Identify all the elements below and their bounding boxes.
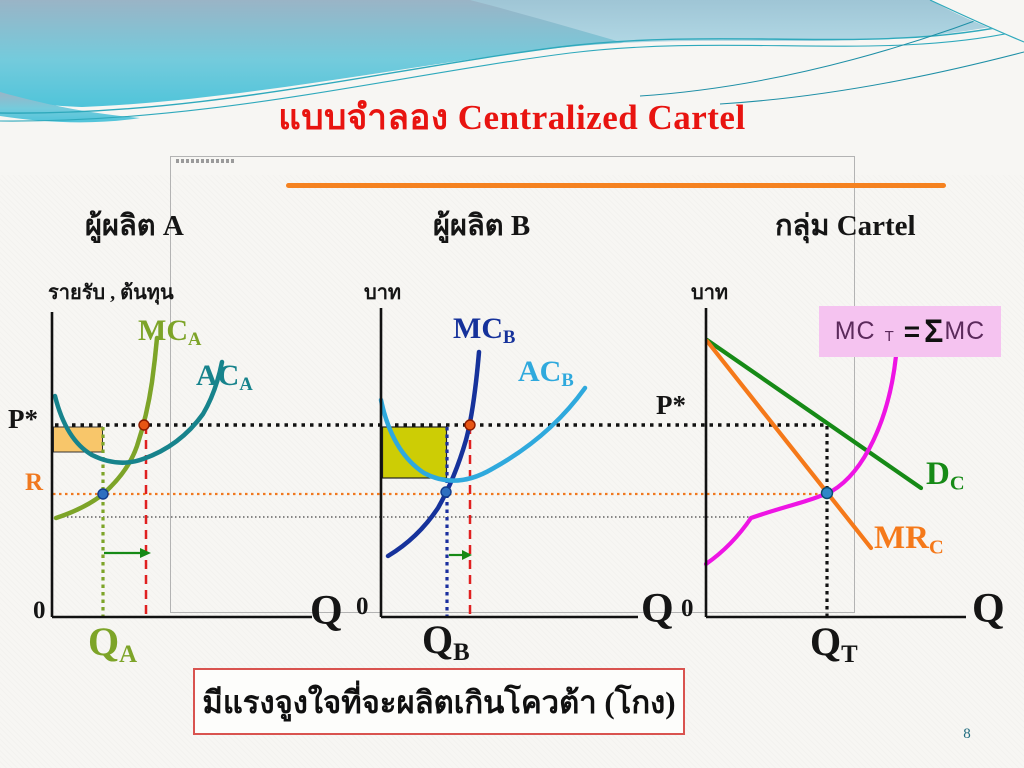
mc-b-label-main: MC — [453, 312, 503, 345]
mr-c-label: MRC — [874, 522, 944, 558]
mct-mc1-text: MC — [834, 317, 876, 345]
wave-corner-line — [929, 0, 1024, 43]
mc-b-label: MCB — [453, 314, 515, 348]
qa-label: QA — [88, 622, 137, 668]
pstar-label-left: P* — [8, 404, 38, 434]
page-number: 8 — [963, 726, 971, 742]
wave-corner-white — [930, 0, 1024, 40]
mc-b-label-sub: B — [502, 327, 516, 349]
note-text: มีแรงจูงใจที่จะผลิตเกินโควต้า (โกง) — [202, 684, 676, 720]
profit-rect-a — [53, 426, 103, 453]
panel-a-origin: 0 — [33, 597, 46, 624]
qt-label-sub: T — [841, 640, 858, 668]
dc-label-main: D — [926, 456, 950, 492]
mc-a-curve — [53, 335, 160, 521]
panel-a-q-axis-label: Q — [310, 588, 343, 634]
mr-label-sub: C — [928, 536, 944, 559]
ac-a-label-sub: A — [239, 374, 253, 396]
dc-label-sub: C — [949, 472, 965, 495]
mct-sub-text: T — [884, 328, 894, 345]
mc-a-label-main: MC — [138, 314, 188, 347]
wave-line-3 — [639, 1, 1024, 97]
ac-a-label-main: AC — [196, 359, 240, 392]
panel-cartel-header: กลุ่ม Cartel — [775, 210, 916, 242]
panel-cartel-origin: 0 — [681, 595, 694, 622]
ac-a-label: ACA — [196, 361, 253, 395]
ac-b-label-sub: B — [561, 370, 574, 392]
panel-b-header: ผู้ผลิต B — [433, 210, 531, 242]
mc-a-label: MCA — [138, 316, 201, 350]
qa-label-main: Q — [88, 619, 120, 664]
panel-a-cheat-arrow — [104, 548, 151, 558]
panel-a-r-dot — [97, 488, 109, 500]
demand-dc-label: DC — [926, 458, 965, 494]
wave-light-band — [470, 0, 1024, 91]
qt-label: QT — [810, 622, 858, 668]
panel-a-pstar-dot — [138, 419, 150, 431]
ac-b-label: ACB — [518, 357, 574, 391]
note-box: มีแรงจูงใจที่จะผลิตเกินโควต้า (โกง) — [193, 668, 685, 735]
mct-equation-box: MC T = Σ MC — [819, 306, 1001, 357]
panel-b-yaxis-label: บาท — [364, 282, 402, 304]
qb-label-sub: B — [453, 638, 470, 666]
sigma-symbol: Σ — [924, 313, 944, 349]
qt-label-main: Q — [810, 619, 842, 664]
qa-label-sub: A — [119, 640, 138, 668]
r-label: R — [25, 469, 44, 496]
panel-b-q-axis-label: Q — [641, 586, 674, 632]
panel-cartel-q-axis-label: Q — [972, 586, 1005, 632]
panel-a-header: ผู้ผลิต A — [85, 210, 184, 242]
header-wave-decoration — [0, 0, 1024, 175]
ac-b-label-main: AC — [518, 355, 562, 388]
mct-mc2-text: MC — [944, 317, 986, 345]
slide-title: แบบจำลอง Centralized Cartel — [278, 98, 746, 137]
panel-cartel-yaxis-label: บาท — [691, 282, 729, 304]
mct-equals-sign: = — [903, 315, 921, 347]
mr-label-main: MR — [874, 520, 929, 556]
pstar-label-right: P* — [656, 390, 686, 420]
orange-divider-line — [286, 183, 946, 188]
panel-b-origin: 0 — [356, 593, 369, 620]
panel-a-yaxis-label: รายรับ , ต้นทุน — [48, 282, 174, 304]
qb-label-main: Q — [422, 617, 454, 662]
frame-caption-smudge — [176, 159, 234, 163]
mc-a-label-sub: A — [187, 329, 202, 351]
qb-label: QB — [422, 620, 470, 666]
